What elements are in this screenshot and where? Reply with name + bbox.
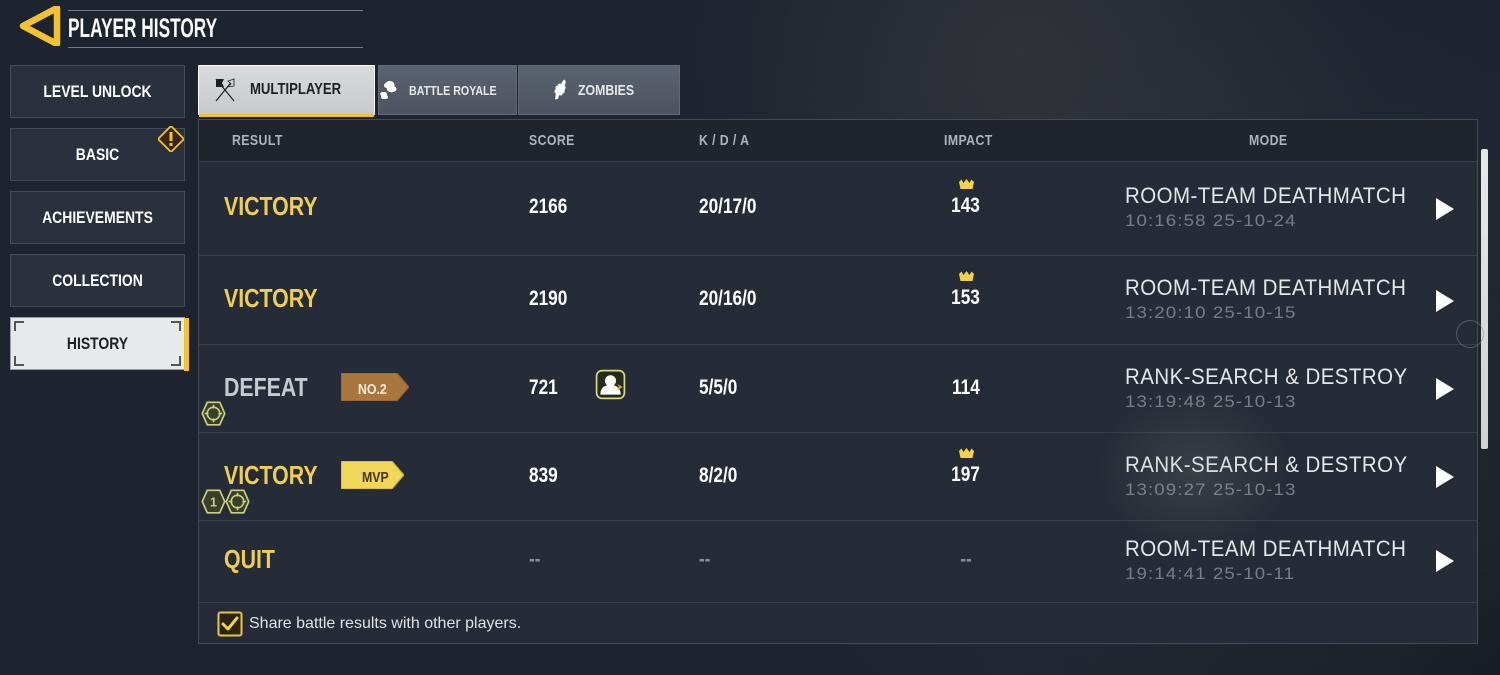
svg-text:1: 1 <box>210 496 217 510</box>
